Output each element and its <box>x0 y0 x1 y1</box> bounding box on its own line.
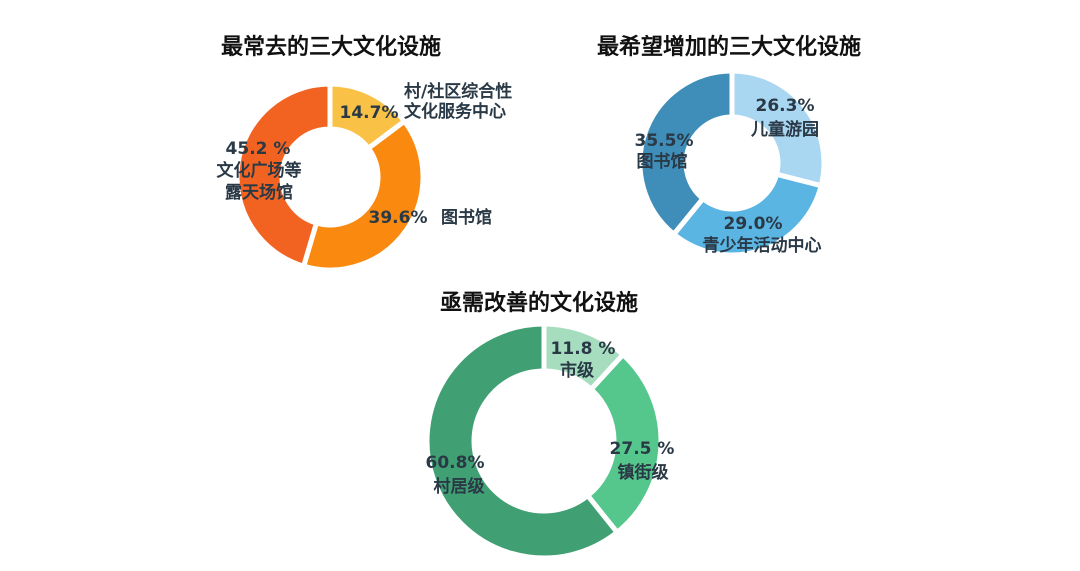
chart-most-visited: 最常去的三大文化设施 14.7% 村/社区综合性 文化服务中心 39.6% 图书… <box>217 34 512 273</box>
slice-label: 29.0% 青少年活动中心 <box>703 214 822 256</box>
donut-slice <box>424 321 621 561</box>
donut-slice <box>670 171 825 258</box>
slice-label: 60.8% 村居级 <box>426 453 485 497</box>
slice-category-line: 露天场馆 <box>225 182 293 203</box>
donut-slices <box>234 81 426 273</box>
chart-most-wanted: 最希望增加的三大文化设施 26.3% 儿童游园 29.0% 青少年活动中心 35… <box>597 34 861 258</box>
slice-pct: 14.7% <box>340 103 399 123</box>
slice-label: 26.3% 儿童游园 <box>750 96 819 140</box>
donut-slice <box>584 351 664 536</box>
slice-category-line: 图书馆 <box>441 207 492 228</box>
slice-label: 11.8 % 市级 <box>551 339 616 381</box>
chart-needs-improvement: 亟需改善的文化设施 11.8 % 市级 27.5 % 镇街级 60.8% 村居级 <box>424 290 675 561</box>
slice-category-line: 村居级 <box>434 476 485 497</box>
slice-pct: 39.6% <box>369 208 428 228</box>
donut-slice <box>234 81 333 270</box>
slice-category-line: 文化广场等 <box>217 160 302 181</box>
slice-label: 45.2 % 文化广场等 露天场馆 <box>217 139 302 203</box>
slice-category-line: 镇街级 <box>618 462 669 483</box>
slice-label: 39.6% 图书馆 <box>369 207 492 228</box>
donut-slice <box>637 68 735 238</box>
chart-title: 最常去的三大文化设施 <box>221 34 441 60</box>
slice-category-line: 青少年活动中心 <box>703 235 822 256</box>
slice-pct: 11.8 % <box>551 339 616 359</box>
slice-category-line: 市级 <box>560 360 594 381</box>
slice-category-line: 文化服务中心 <box>404 101 506 122</box>
slice-pct: 29.0% <box>724 214 783 234</box>
slice-pct: 35.5% <box>635 131 694 151</box>
slice-pct: 45.2 % <box>226 139 291 159</box>
slice-pct: 26.3% <box>756 96 815 116</box>
slice-pct: 27.5 % <box>610 439 675 459</box>
slice-label: 27.5 % 镇街级 <box>610 439 675 483</box>
slice-category-line: 儿童游园 <box>750 119 819 140</box>
donut-slices <box>637 68 827 258</box>
donut-slice <box>729 68 827 189</box>
slice-category-line: 图书馆 <box>637 151 688 172</box>
donut-slice <box>300 117 426 273</box>
donut-slices <box>424 321 664 561</box>
slice-label: 村/社区综合性 文化服务中心 <box>404 81 512 122</box>
slice-category-line: 村/社区综合性 <box>404 81 512 102</box>
slice-label: 35.5% 图书馆 <box>635 131 694 172</box>
chart-title: 亟需改善的文化设施 <box>440 290 638 316</box>
slice-pct: 60.8% <box>426 453 485 473</box>
chart-title: 最希望增加的三大文化设施 <box>597 34 861 60</box>
slice-label: 14.7% <box>340 103 399 123</box>
